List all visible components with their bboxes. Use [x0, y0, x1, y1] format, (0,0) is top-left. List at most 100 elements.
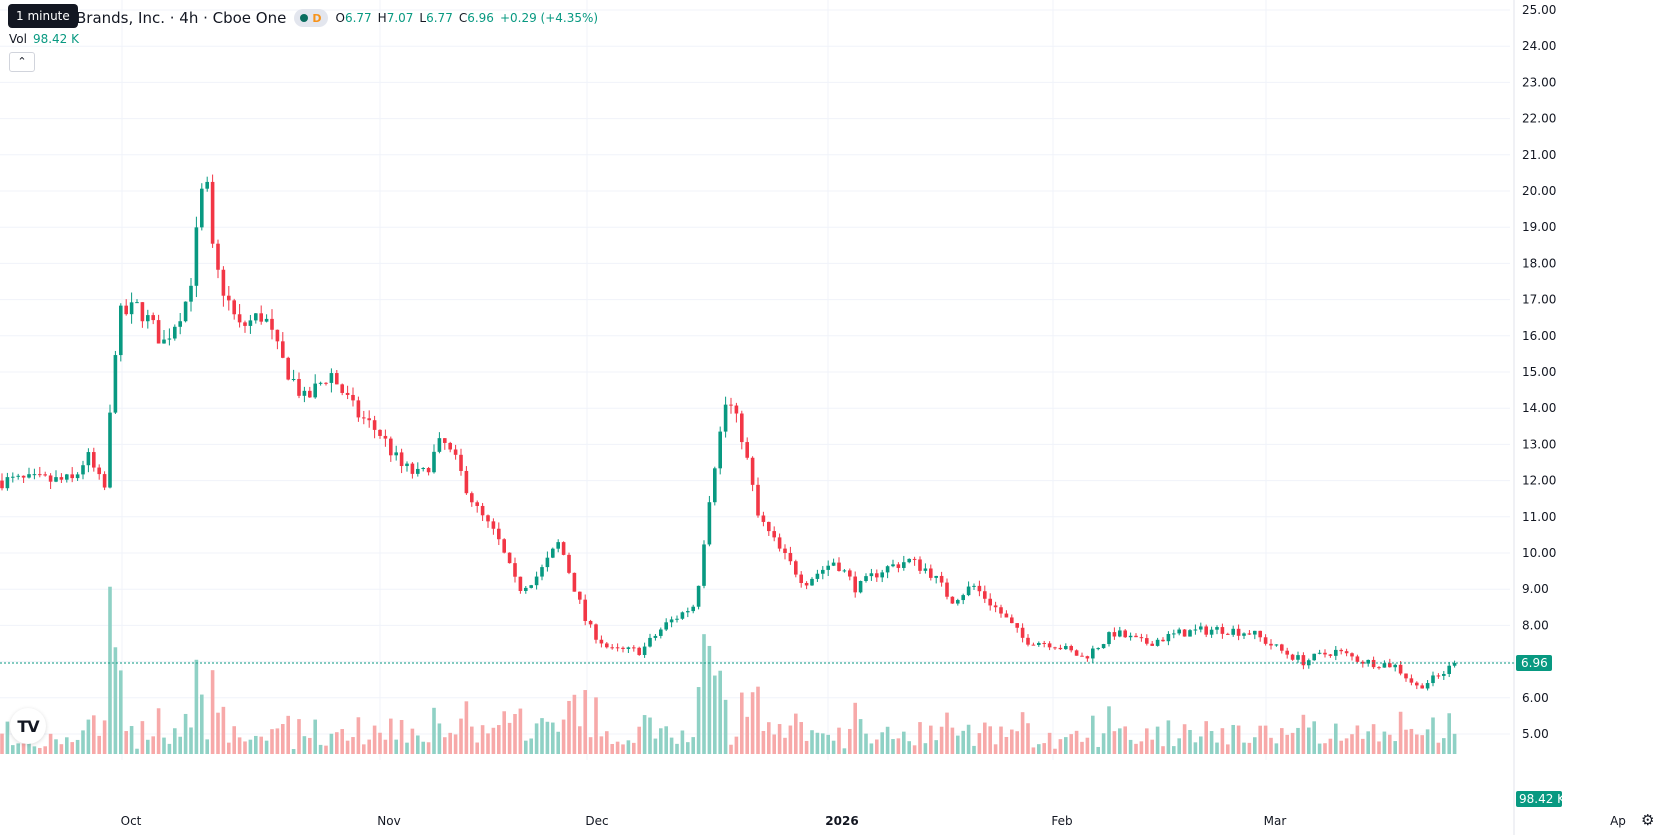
- candle[interactable]: [491, 518, 496, 535]
- candle[interactable]: [761, 511, 766, 527]
- tradingview-logo-icon[interactable]: TV: [10, 708, 46, 744]
- candle[interactable]: [232, 298, 236, 320]
- candle[interactable]: [1145, 634, 1149, 646]
- candle[interactable]: [551, 547, 555, 559]
- candle[interactable]: [599, 635, 604, 648]
- candle[interactable]: [1361, 660, 1365, 668]
- candle[interactable]: [572, 572, 577, 592]
- candle[interactable]: [1004, 610, 1009, 618]
- candle[interactable]: [626, 646, 631, 654]
- candle[interactable]: [513, 557, 517, 583]
- candle[interactable]: [410, 462, 415, 479]
- candle[interactable]: [1323, 649, 1327, 658]
- candle[interactable]: [707, 495, 712, 547]
- candle[interactable]: [254, 313, 258, 324]
- candle[interactable]: [340, 383, 344, 396]
- candle[interactable]: [394, 445, 398, 461]
- candle[interactable]: [1069, 644, 1073, 653]
- candle[interactable]: [21, 475, 26, 483]
- candle[interactable]: [362, 410, 366, 425]
- candle[interactable]: [1155, 637, 1160, 647]
- candle[interactable]: [1415, 681, 1419, 690]
- candle[interactable]: [1123, 629, 1127, 638]
- candle[interactable]: [281, 332, 285, 359]
- candle[interactable]: [934, 575, 938, 584]
- candle[interactable]: [1182, 629, 1187, 637]
- candle[interactable]: [329, 368, 334, 393]
- candle[interactable]: [1020, 623, 1025, 643]
- candle[interactable]: [810, 577, 814, 586]
- candle[interactable]: [378, 429, 382, 439]
- candle[interactable]: [675, 615, 679, 623]
- candle[interactable]: [345, 385, 350, 400]
- candle[interactable]: [146, 309, 150, 329]
- candle[interactable]: [837, 557, 841, 572]
- candle[interactable]: [1296, 651, 1300, 663]
- candle[interactable]: [119, 303, 123, 362]
- candle[interactable]: [308, 386, 312, 398]
- candle[interactable]: [389, 436, 393, 462]
- candle[interactable]: [545, 551, 550, 572]
- candle[interactable]: [32, 468, 37, 480]
- candle[interactable]: [324, 382, 328, 386]
- candle[interactable]: [421, 467, 425, 472]
- candle[interactable]: [1134, 633, 1138, 638]
- candle[interactable]: [54, 470, 58, 483]
- candle[interactable]: [1193, 624, 1198, 635]
- candle[interactable]: [1312, 653, 1316, 661]
- candle[interactable]: [518, 576, 523, 594]
- candle[interactable]: [405, 461, 409, 472]
- candle[interactable]: [1404, 673, 1408, 682]
- candle[interactable]: [691, 604, 695, 614]
- candle[interactable]: [399, 448, 404, 474]
- candle[interactable]: [475, 500, 479, 513]
- candle[interactable]: [1047, 641, 1052, 651]
- candle[interactable]: [1344, 648, 1349, 657]
- candle[interactable]: [729, 397, 733, 414]
- candle[interactable]: [1209, 626, 1214, 638]
- candle[interactable]: [1420, 683, 1424, 689]
- candle[interactable]: [1139, 633, 1144, 642]
- candle[interactable]: [1128, 632, 1133, 641]
- candle[interactable]: [1377, 666, 1381, 670]
- candle[interactable]: [950, 596, 955, 604]
- candle[interactable]: [416, 462, 420, 477]
- candle[interactable]: [588, 619, 593, 628]
- candle[interactable]: [756, 477, 760, 518]
- candle[interactable]: [783, 544, 787, 560]
- candle[interactable]: [1091, 645, 1095, 663]
- candle[interactable]: [945, 578, 949, 600]
- candle[interactable]: [189, 278, 193, 312]
- candle[interactable]: [1328, 653, 1333, 658]
- candle[interactable]: [194, 216, 199, 298]
- candle[interactable]: [129, 292, 134, 324]
- candle[interactable]: [567, 552, 571, 575]
- candle[interactable]: [556, 539, 560, 553]
- candle[interactable]: [966, 581, 971, 597]
- candle[interactable]: [108, 404, 112, 489]
- candle[interactable]: [1031, 642, 1036, 646]
- candle[interactable]: [621, 646, 625, 653]
- candle[interactable]: [205, 176, 209, 192]
- candle[interactable]: [97, 464, 101, 480]
- collapse-legend-button[interactable]: ⌃: [9, 52, 35, 72]
- candle[interactable]: [972, 583, 976, 591]
- candle[interactable]: [686, 607, 690, 618]
- candle[interactable]: [426, 466, 431, 476]
- candle[interactable]: [610, 644, 614, 650]
- candle[interactable]: [1177, 627, 1181, 636]
- candle[interactable]: [1166, 631, 1171, 646]
- candle[interactable]: [1204, 624, 1208, 638]
- candle[interactable]: [75, 472, 80, 481]
- candle[interactable]: [713, 466, 717, 506]
- candle[interactable]: [27, 467, 31, 479]
- candle[interactable]: [540, 564, 544, 581]
- candle[interactable]: [939, 571, 944, 587]
- candle[interactable]: [632, 645, 636, 652]
- candle[interactable]: [1247, 630, 1252, 635]
- candle[interactable]: [497, 522, 501, 546]
- candle[interactable]: [48, 473, 53, 489]
- candle[interactable]: [372, 415, 377, 439]
- candle[interactable]: [367, 410, 371, 428]
- candle[interactable]: [464, 466, 469, 495]
